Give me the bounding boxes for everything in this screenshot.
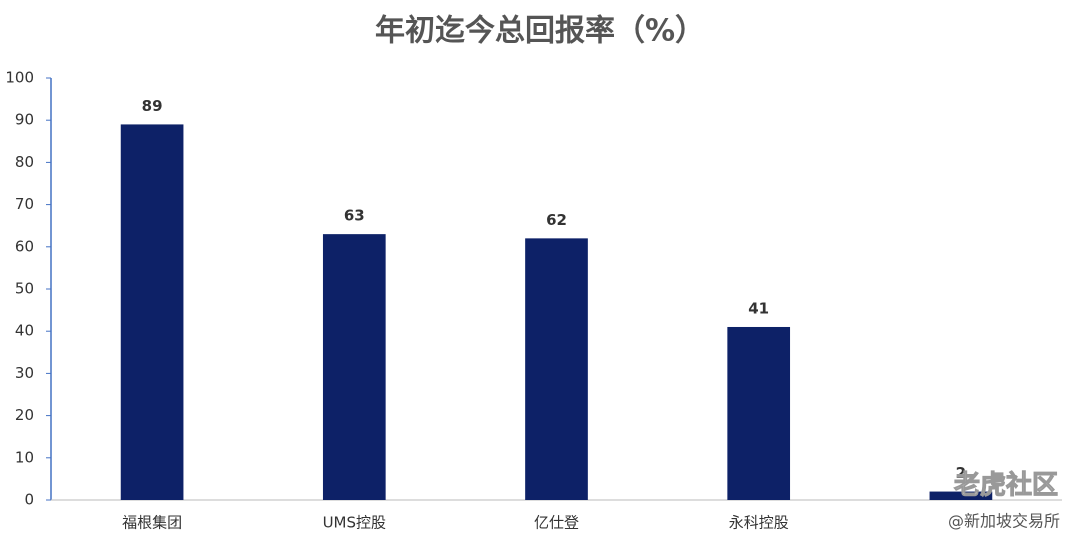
x-tick-label: UMS控股: [323, 514, 386, 532]
y-tick-label: 80: [15, 153, 34, 171]
watermark: @新加坡交易所: [948, 512, 1060, 531]
y-tick-label: 50: [15, 280, 34, 298]
y-tick-label: 60: [15, 237, 34, 255]
value-label: 89: [142, 97, 163, 115]
bar: [322, 234, 386, 500]
value-label: 62: [546, 211, 567, 229]
chart-title: 年初迄今总回报率（%）: [375, 14, 705, 49]
bar: [929, 491, 993, 500]
value-label: 41: [748, 299, 769, 317]
y-tick-label: 90: [15, 111, 34, 129]
bar: [525, 238, 588, 501]
value-label: 63: [344, 207, 365, 225]
x-tick-label: 福根集团: [122, 514, 182, 532]
y-tick-label: 30: [15, 364, 34, 382]
y-tick-label: 70: [15, 195, 34, 213]
y-tick-label: 40: [15, 322, 34, 340]
x-tick-label: 永科控股: [729, 514, 789, 532]
bar: [727, 326, 791, 500]
value-label: 2: [956, 464, 966, 482]
bar: [120, 124, 184, 501]
x-tick-label: 亿仕登: [534, 514, 579, 532]
y-tick-label: 0: [24, 491, 34, 509]
y-tick-label: 100: [5, 69, 34, 87]
watermark: 老虎社区: [954, 470, 1058, 501]
y-tick-label: 10: [15, 448, 34, 466]
y-tick-label: 20: [15, 406, 34, 424]
